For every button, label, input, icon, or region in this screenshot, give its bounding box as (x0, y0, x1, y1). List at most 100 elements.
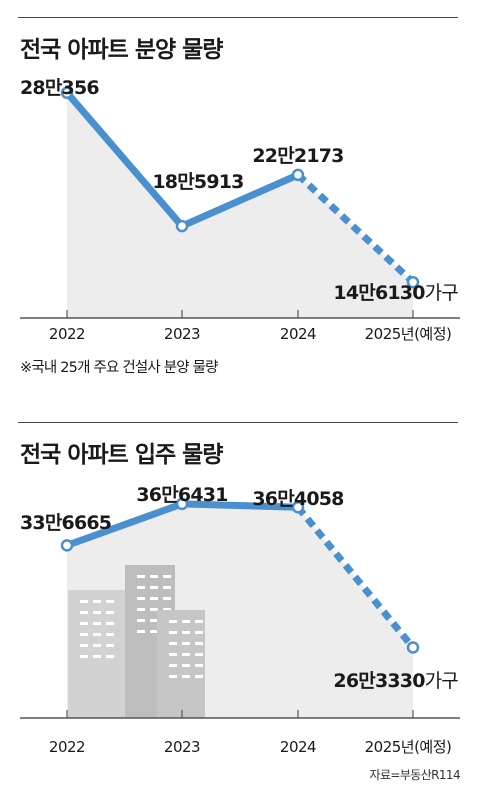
x-tick-label: 2024 (280, 325, 316, 343)
building-window (93, 655, 101, 658)
building-window (169, 620, 177, 623)
building-window (169, 675, 177, 678)
building-window (106, 655, 114, 658)
building-window (80, 644, 88, 647)
building-window (150, 586, 158, 589)
building-window (80, 611, 88, 614)
data-label: 14만6130가구 (333, 282, 458, 304)
data-label: 33만6665 (20, 512, 111, 534)
building-window (150, 630, 158, 633)
data-point (175, 219, 189, 233)
building-window (106, 611, 114, 614)
projected-line (295, 505, 416, 650)
building-window (93, 611, 101, 614)
data-point (406, 641, 420, 654)
building-window (195, 675, 203, 678)
building-window (150, 575, 158, 578)
building-window (195, 620, 203, 623)
building-window (163, 575, 171, 578)
building-window (169, 664, 177, 667)
building-window (137, 630, 145, 633)
x-tick-label: 2022 (49, 325, 85, 343)
building-window (150, 597, 158, 600)
supply-chart-panel: 전국 아파트 분양 물량 28만356 18만5913 22만2173 14만6130… (18, 17, 460, 376)
data-label-value: 14만6130 (333, 282, 425, 304)
data-point (60, 539, 74, 552)
data-label-value: 18만5913 (152, 171, 243, 193)
building-window (106, 622, 114, 625)
chart-note: ※국내 25개 주요 건설사 분양 물량 (20, 360, 219, 376)
building-window (137, 619, 145, 622)
building-window (163, 586, 171, 589)
movein-line-chart: 33만6665 36만6431 36만4058 26만3330가구 2022 2023 20… (20, 484, 460, 756)
chart-title: 전국 아파트 분양 물량 (20, 37, 223, 63)
data-point (175, 497, 189, 511)
building-window (182, 653, 190, 656)
top-rule (18, 422, 458, 423)
building-window (195, 631, 203, 634)
data-point (291, 500, 305, 514)
data-label-value: 36만4058 (252, 488, 344, 510)
data-label-value: 36만6431 (136, 484, 227, 506)
data-label: 36만6431 (136, 484, 227, 506)
building-window (137, 597, 145, 600)
building-window (195, 664, 203, 667)
data-point (406, 275, 420, 289)
area-fill (67, 92, 413, 319)
building-window (80, 655, 88, 658)
building-window (93, 633, 101, 636)
data-point (60, 86, 74, 99)
data-label: 26만3330가구 (333, 670, 458, 692)
data-point (291, 168, 305, 182)
data-label-value: 33만6665 (20, 512, 111, 534)
building-window (195, 642, 203, 645)
building-window (106, 600, 114, 603)
x-tick-label: 2023 (164, 325, 200, 343)
source-credit: 자료=부동산R114 (369, 768, 461, 782)
building-window (80, 600, 88, 603)
building-window (137, 575, 145, 578)
data-label: 22만2173 (252, 145, 343, 167)
building-window (80, 622, 88, 625)
chart-title: 전국 아파트 입주 물량 (20, 442, 223, 468)
x-tick-label: 2022 (49, 738, 85, 756)
building-window (163, 597, 171, 600)
building-window (93, 622, 101, 625)
building-window (169, 631, 177, 634)
data-label-unit: 가구 (425, 282, 459, 304)
building-window (182, 675, 190, 678)
building-window (169, 653, 177, 656)
building-window (137, 586, 145, 589)
building-window (195, 653, 203, 656)
supply-line-chart: 28만356 18만5913 22만2173 14만6130가구 2022 2023 202… (20, 77, 460, 343)
top-rule (18, 17, 458, 18)
data-label-value: 22만2173 (252, 145, 343, 167)
building-window (182, 664, 190, 667)
building-window (80, 633, 88, 636)
x-tick-label: 2025년(예정) (365, 325, 452, 343)
x-tick-label: 2025년(예정) (365, 738, 452, 756)
building-window (182, 631, 190, 634)
building-window (93, 644, 101, 647)
building-window (150, 619, 158, 622)
x-tick-label: 2024 (280, 738, 316, 756)
data-label-unit: 가구 (425, 670, 459, 692)
data-label: 36만4058 (252, 488, 344, 510)
data-label-value: 26만3330 (333, 670, 425, 692)
building-window (93, 600, 101, 603)
movein-chart-panel: 전국 아파트 입주 물량 33만6665 36만6431 36만4058 26만333… (0, 400, 480, 800)
building-window (169, 642, 177, 645)
x-tick-label: 2023 (164, 738, 200, 756)
building (68, 590, 126, 718)
projected-line (295, 172, 416, 285)
building-window (106, 633, 114, 636)
building-window (163, 608, 171, 611)
data-label: 28만356 (20, 77, 99, 99)
building-window (137, 608, 145, 611)
data-label-value: 28만356 (20, 77, 99, 99)
data-label: 18만5913 (152, 171, 243, 193)
buildings-illustration (68, 565, 205, 718)
building-window (106, 644, 114, 647)
building-window (150, 608, 158, 611)
building-window (182, 620, 190, 623)
